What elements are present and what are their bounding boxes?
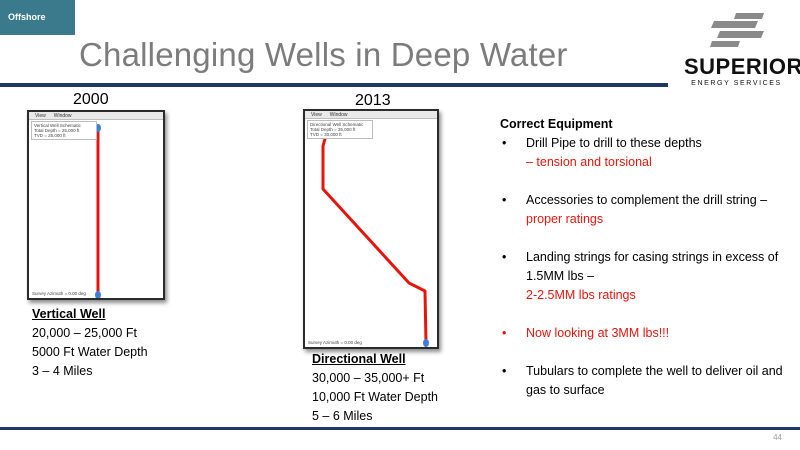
bullet-item: • Now looking at 3MM lbs!!! xyxy=(500,324,790,343)
equipment-list: Correct Equipment • Drill Pipe to drill … xyxy=(500,115,790,419)
bullet-highlight: proper ratings xyxy=(526,212,604,226)
superior-logo: SUPERIOR ENERGY SERVICES xyxy=(684,10,800,90)
caption-line: 20,000 – 25,000 Ft xyxy=(32,326,137,340)
caption-line: 5000 Ft Water Depth xyxy=(32,345,148,359)
bullet-dot-icon: • xyxy=(502,193,507,207)
legend-line: Total Depth = 35,000 ft xyxy=(310,127,356,132)
well-window-menubar: View Window xyxy=(29,112,163,120)
menu-window[interactable]: Window xyxy=(329,112,348,118)
footer-rule xyxy=(0,427,800,430)
caption-line: 5 – 6 Miles xyxy=(312,409,373,423)
logo-name: SUPERIOR xyxy=(684,54,800,79)
caption-line: 3 – 4 Miles xyxy=(32,364,93,378)
bullet-item: • Accessories to complement the drill st… xyxy=(500,191,790,229)
year-2013: 2013 xyxy=(355,92,391,109)
well-footer: Survey Azimuth = 0.00 deg xyxy=(308,340,362,345)
caption-line: 30,000 – 35,000+ Ft xyxy=(312,371,425,385)
legend-line: TVD = 25,000 ft xyxy=(34,133,66,138)
bullet-highlight: 2-2.5MM lbs ratings xyxy=(526,288,636,302)
year-2000: 2000 xyxy=(73,91,109,108)
menu-view[interactable]: View xyxy=(311,112,322,118)
superior-s-icon xyxy=(710,13,764,47)
well-bottom-marker-icon xyxy=(95,291,101,298)
caption-title: Vertical Well xyxy=(32,307,106,321)
directional-well-window: View Window Directional Well Schematic To… xyxy=(303,109,439,349)
title-underline xyxy=(0,83,668,87)
bullet-dot-icon: • xyxy=(502,250,507,264)
bullet-item: • Tubulars to complete the well to deliv… xyxy=(500,362,790,400)
legend-line: Total Depth = 25,000 ft xyxy=(34,128,80,133)
bullet-dot-icon: • xyxy=(502,136,507,150)
bullet-dot-icon: • xyxy=(502,364,507,378)
directional-well-path xyxy=(321,120,429,347)
slide-title: Challenging Wells in Deep Water xyxy=(79,36,568,73)
bullet-dot-icon: • xyxy=(502,326,507,340)
vertical-well-path xyxy=(95,124,101,298)
menu-window[interactable]: Window xyxy=(53,113,72,119)
bullet-text: Tubulars to complete the well to deliver… xyxy=(526,364,783,397)
bullet-text: Accessories to complement the drill stri… xyxy=(526,193,768,207)
vertical-well-caption: Vertical Well 20,000 – 25,000 Ft 5000 Ft… xyxy=(32,305,148,381)
equipment-heading: Correct Equipment xyxy=(500,117,613,131)
vertical-well-window: View Window Vertical Well Schematic Total… xyxy=(27,110,165,300)
section-tag: Offshore xyxy=(0,0,75,35)
legend-line: Directional Well Schematic xyxy=(310,122,364,127)
legend-line: Vertical Well Schematic xyxy=(34,123,81,128)
bullet-item: • Landing strings for casing strings in … xyxy=(500,248,790,305)
menu-view[interactable]: View xyxy=(35,113,46,119)
page-number: 44 xyxy=(773,433,782,442)
bullet-highlight: – tension and torsional xyxy=(526,155,652,169)
bullet-text: Now looking at 3MM lbs!!! xyxy=(526,326,670,340)
well-legend: Vertical Well Schematic Total Depth = 25… xyxy=(31,121,97,140)
well-footer: Survey Azimuth = 0.00 deg xyxy=(32,291,86,296)
legend-line: TVD = 30,000 ft xyxy=(310,132,342,137)
well-bottom-marker-icon xyxy=(423,339,429,347)
logo-subtitle: ENERGY SERVICES xyxy=(691,80,782,87)
bullet-text: Landing strings for casing strings in ex… xyxy=(526,250,779,283)
caption-line: 10,000 Ft Water Depth xyxy=(312,390,438,404)
well-window-menubar: View Window xyxy=(305,111,437,119)
caption-title: Directional Well xyxy=(312,352,406,366)
bullet-text: Drill Pipe to drill to these depths xyxy=(526,136,702,150)
well-legend: Directional Well Schematic Total Depth =… xyxy=(307,120,373,139)
directional-well-caption: Directional Well 30,000 – 35,000+ Ft 10,… xyxy=(312,350,438,426)
bullet-item: • Drill Pipe to drill to these depths – … xyxy=(500,134,790,172)
